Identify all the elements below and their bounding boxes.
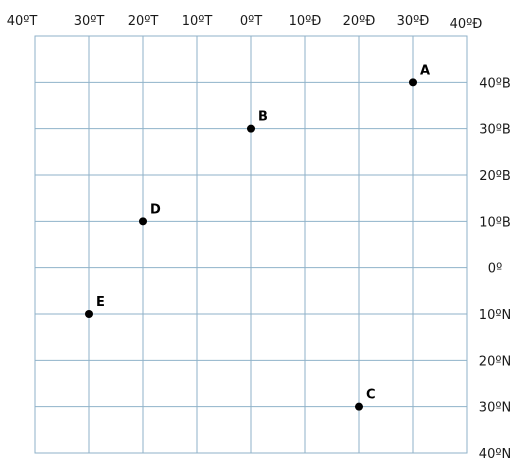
longitude-label: 20ºĐ bbox=[343, 14, 376, 29]
point-marker bbox=[247, 124, 255, 133]
point-marker bbox=[355, 402, 363, 411]
point-marker bbox=[409, 78, 417, 87]
latitude-label: 30ºN bbox=[479, 401, 511, 416]
longitude-label: 40ºĐ bbox=[450, 17, 483, 32]
latitude-labels: 40ºB 30ºB 20ºB 10ºB 0º 10ºN 20ºN 30ºN 40ºN bbox=[479, 76, 511, 462]
latitude-label: 20ºN bbox=[479, 354, 511, 369]
point-label: B bbox=[258, 110, 268, 125]
points: A B C D E bbox=[85, 63, 430, 411]
latitude-label: 40ºN bbox=[479, 447, 511, 462]
longitude-label: 30ºT bbox=[74, 14, 105, 29]
point-label: C bbox=[366, 388, 376, 403]
longitude-labels: 40ºT 30ºT 20ºT 10ºT 0ºT 10ºĐ 20ºĐ 30ºĐ 40ºĐ bbox=[7, 14, 483, 32]
latitude-label: 0º bbox=[488, 262, 502, 277]
longitude-label: 40ºT bbox=[7, 14, 38, 29]
longitude-label: 10ºĐ bbox=[289, 14, 322, 29]
point-marker bbox=[139, 217, 147, 226]
latitude-label: 10ºN bbox=[479, 308, 511, 323]
point-label: A bbox=[420, 63, 430, 78]
longitude-label: 30ºĐ bbox=[397, 14, 430, 29]
latitude-label: 10ºB bbox=[479, 215, 511, 230]
latitude-label: 30ºB bbox=[479, 123, 511, 138]
longitude-label: 20ºT bbox=[128, 14, 159, 29]
longitude-label: 0ºT bbox=[240, 14, 262, 29]
point-label: D bbox=[150, 202, 161, 217]
latitude-label: 40ºB bbox=[479, 76, 511, 91]
latitude-label: 20ºB bbox=[479, 169, 511, 184]
longitude-label: 10ºT bbox=[182, 14, 213, 29]
point-marker bbox=[85, 310, 93, 318]
grid-lines bbox=[34, 35, 468, 454]
point-label: E bbox=[96, 295, 105, 310]
